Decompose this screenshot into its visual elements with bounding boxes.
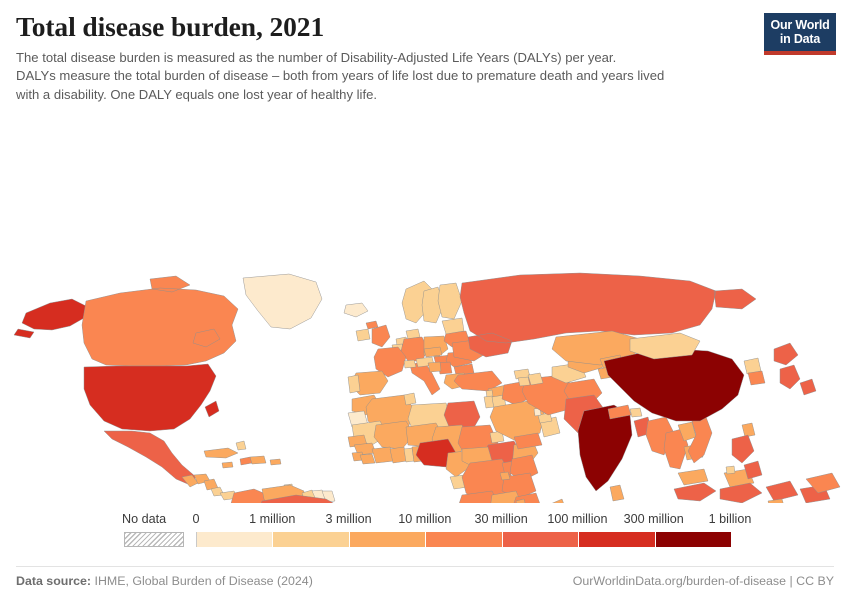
country-alaska-united-states-[interactable]: Alaska (United States) — 100 – 300 milli… bbox=[14, 299, 86, 338]
country-russia[interactable]: Russia — 30 – 100 million bbox=[460, 273, 756, 357]
attribution-link[interactable]: OurWorldinData.org/burden-of-disease | C… bbox=[572, 574, 834, 588]
legend-bin-6[interactable] bbox=[655, 532, 731, 547]
legend-no-data-label: No data bbox=[122, 512, 167, 526]
country-bahamas[interactable]: Bahamas bbox=[236, 441, 246, 450]
country-nigeria[interactable]: Nigeria — 100 – 300 million bbox=[416, 439, 456, 467]
country-east-timor[interactable]: East Timor bbox=[768, 499, 784, 503]
legend-bin-4[interactable] bbox=[502, 532, 580, 547]
country-puerto-rico[interactable]: Puerto Rico bbox=[270, 459, 281, 465]
country-japan[interactable]: Japan — 30 – 100 million bbox=[774, 343, 816, 395]
country-jamaica[interactable]: Jamaica bbox=[222, 462, 233, 468]
legend-tick-6: 300 million bbox=[623, 512, 684, 526]
country-india[interactable]: India — 300 million – 1 billion bbox=[578, 405, 632, 491]
country-south-korea[interactable]: South Korea bbox=[748, 371, 765, 385]
chart-footer: Data source: IHME, Global Burden of Dise… bbox=[0, 566, 850, 588]
country-layer: Greenland — 0 – 1 million Alaska (United … bbox=[14, 273, 846, 503]
legend-bin-0[interactable] bbox=[197, 532, 274, 547]
country-armenia[interactable]: Armenia bbox=[518, 377, 530, 386]
legend-tick-2: 3 million bbox=[325, 512, 372, 526]
legend-tick-5: 100 million bbox=[547, 512, 608, 526]
data-source-text: IHME, Global Burden of Disease (2024) bbox=[91, 574, 313, 588]
country-rwanda[interactable]: Rwanda bbox=[500, 472, 510, 480]
subtitle-line-1: The total disease burden is measured as … bbox=[16, 49, 617, 65]
map-svg: Greenland — 0 – 1 million Alaska (United … bbox=[0, 133, 850, 503]
country-yemen[interactable]: Yemen bbox=[514, 433, 542, 449]
legend-tick-1: 1 million bbox=[249, 512, 296, 526]
page-title: Total disease burden, 2021 bbox=[16, 11, 325, 42]
logo-line-2: in Data bbox=[779, 32, 821, 46]
country-taiwan[interactable]: Taiwan bbox=[742, 423, 755, 437]
logo-line-1: Our World bbox=[770, 18, 830, 32]
country-azerbaijan[interactable]: Azerbaijan bbox=[528, 373, 543, 385]
country-finland[interactable]: Finland — 1 – 3 million bbox=[438, 283, 462, 319]
legend-bin-2[interactable] bbox=[349, 532, 427, 547]
country-brazil[interactable]: Brazil — 30 – 100 million bbox=[256, 495, 360, 503]
country-papua-new-guinea[interactable]: Papua New Guinea bbox=[806, 473, 840, 493]
country-portugal[interactable]: Portugal bbox=[348, 375, 360, 393]
world-choropleth-map[interactable]: Greenland — 0 – 1 million Alaska (United … bbox=[0, 133, 850, 503]
country-switzerland[interactable]: Switzerland bbox=[404, 360, 416, 368]
legend-tick-0: 0 bbox=[192, 512, 200, 526]
country-indonesia[interactable]: Indonesia — 30 – 100 million bbox=[674, 481, 830, 503]
chart-subtitle: The total disease burden is measured as … bbox=[16, 49, 732, 105]
country-iceland[interactable]: Iceland — 0 – 1 million bbox=[344, 303, 368, 317]
country-zambia[interactable]: Zambia bbox=[490, 491, 522, 503]
country-madagascar[interactable]: Madagascar bbox=[548, 499, 568, 503]
our-world-in-data-logo[interactable]: Our World in Data bbox=[764, 13, 836, 55]
legend-bin-3[interactable] bbox=[426, 532, 503, 547]
legend-tick-7: 1 billion bbox=[708, 512, 752, 526]
country-vietnam[interactable]: Vietnam — 10 – 30 million bbox=[688, 417, 712, 463]
country-greenland[interactable]: Greenland — 0 – 1 million bbox=[243, 274, 322, 329]
country-ireland[interactable]: Ireland bbox=[356, 329, 370, 341]
country-philippines[interactable]: Philippines — 30 – 100 million bbox=[732, 435, 762, 479]
country-croatia[interactable]: Croatia bbox=[428, 362, 441, 372]
footer-divider bbox=[16, 566, 834, 567]
country-czechia[interactable]: Czechia bbox=[424, 347, 442, 357]
country-dominican-republic[interactable]: Dominican Republic bbox=[250, 456, 266, 464]
country-colombia[interactable]: Colombia — 10 – 30 million bbox=[230, 489, 272, 503]
country-france[interactable]: France — 10 – 30 million bbox=[374, 347, 406, 377]
data-source-label: Data source: bbox=[16, 574, 92, 588]
country-canada[interactable]: Canada — 10 – 30 million bbox=[82, 276, 238, 366]
legend-no-data-swatch[interactable] bbox=[124, 532, 184, 547]
country-angola[interactable]: Angola bbox=[458, 491, 500, 503]
country-united-states[interactable]: United States — 100 – 300 million bbox=[84, 364, 219, 431]
subtitle-line-3: with a disability. One DALY equals one l… bbox=[16, 86, 378, 102]
country-baltic[interactable]: Baltic bbox=[442, 318, 464, 334]
legend-tick-4: 30 million bbox=[474, 512, 528, 526]
data-source: Data source: IHME, Global Burden of Dise… bbox=[16, 574, 313, 588]
country-malawi[interactable]: Malawi bbox=[516, 499, 528, 503]
legend-tick-labels: 0 1 million 3 million 10 million 30 million 1… bbox=[192, 506, 751, 530]
country-cuba[interactable]: Cuba bbox=[204, 448, 238, 458]
country-malaysia[interactable]: Malaysia bbox=[678, 469, 754, 487]
legend-bin-5[interactable] bbox=[579, 532, 656, 547]
country-mongolia[interactable]: Mongolia — 1 – 3 million bbox=[630, 333, 700, 359]
legend-color-scale[interactable] bbox=[196, 532, 731, 547]
country-tunisia[interactable]: Tunisia bbox=[404, 393, 416, 405]
country-liberia[interactable]: Liberia bbox=[360, 454, 375, 464]
map-legend: No data 0 1 million 3 million 10 million 30 … bbox=[0, 506, 850, 558]
legend-tick-3: 10 million bbox=[398, 512, 452, 526]
chart-header: Total disease burden, 2021 The total dis… bbox=[16, 11, 746, 105]
subtitle-line-2: DALYs measure the total burden of diseas… bbox=[16, 68, 665, 84]
country-brunei[interactable]: Brunei bbox=[726, 466, 735, 474]
country-sri-lanka[interactable]: Sri Lanka bbox=[610, 485, 624, 501]
country-united-kingdom[interactable]: United Kingdom — 10 – 30 million bbox=[366, 321, 390, 347]
legend-bin-1[interactable] bbox=[273, 532, 350, 547]
country-bhutan[interactable]: Bhutan bbox=[630, 408, 642, 417]
country-nepal[interactable]: Nepal bbox=[608, 405, 631, 419]
